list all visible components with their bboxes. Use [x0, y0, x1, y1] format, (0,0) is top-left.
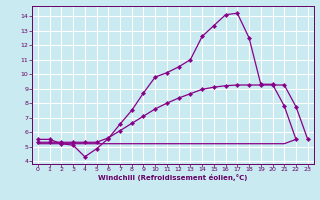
X-axis label: Windchill (Refroidissement éolien,°C): Windchill (Refroidissement éolien,°C): [98, 174, 247, 181]
